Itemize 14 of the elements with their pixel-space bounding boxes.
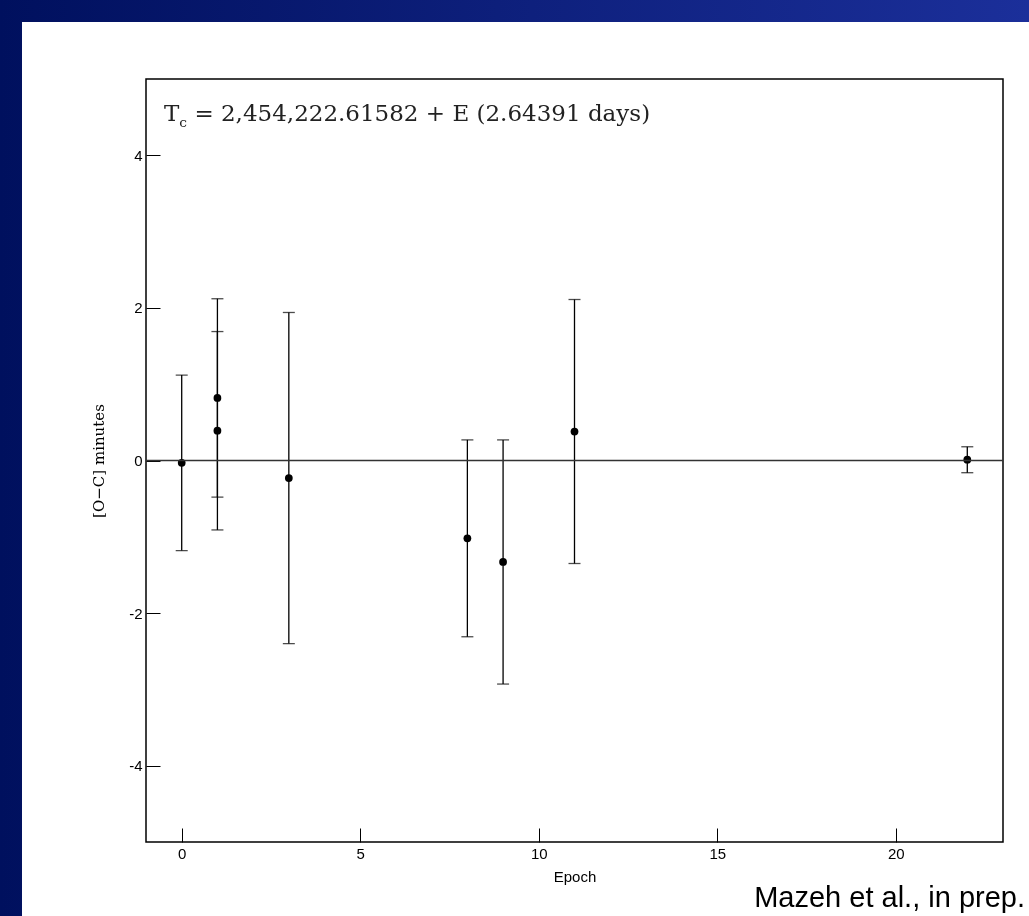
x-tick-label: 10 <box>530 844 548 862</box>
y-tick-label: -2 <box>129 604 143 622</box>
x-tick-label: 15 <box>709 844 727 862</box>
text: Mazeh et al., in prep. <box>754 881 1025 914</box>
y-tick-label: 0 <box>134 452 143 469</box>
y-tick-label: -4 <box>129 757 143 775</box>
y-tick-label: 2 <box>134 299 143 317</box>
y-tick-label: 4 <box>134 146 143 164</box>
annotation: T$_{c}$ = 2,454,222.61582 + E (2.64391 days) <box>164 100 651 130</box>
x-axis-title: Epoch <box>553 867 597 885</box>
x-tick-label: 0 <box>178 844 187 862</box>
y-axis-title: [O−C] minutes <box>90 404 109 518</box>
x-tick-label: 20 <box>888 844 905 862</box>
x-tick-label: 5 <box>356 844 365 862</box>
